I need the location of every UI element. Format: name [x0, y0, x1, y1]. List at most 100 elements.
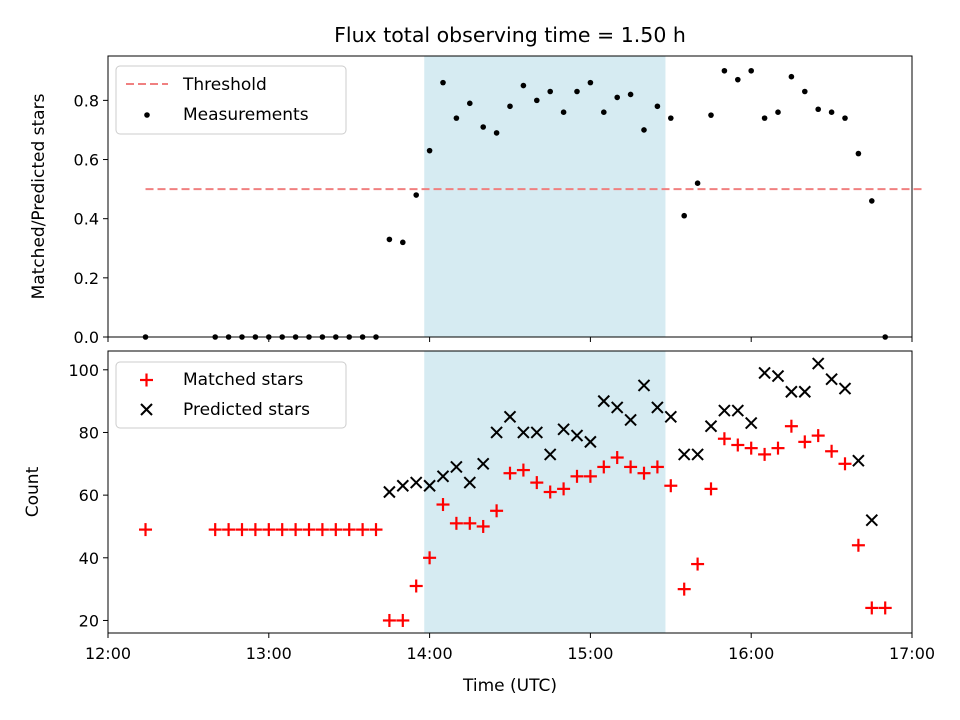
matched-star-point: [208, 523, 222, 537]
matched-star-point: [597, 460, 611, 474]
matched-star-point: [744, 441, 758, 455]
count-legend: Matched stars Predicted stars: [115, 361, 347, 429]
measurement-point: [828, 109, 835, 115]
measurement-point: [426, 147, 433, 154]
matched-star-point: [691, 557, 705, 571]
measurement-point: [587, 79, 594, 86]
ratio-legend-box: [115, 65, 347, 135]
matched-star-point: [583, 469, 597, 483]
predicted-star-point: [785, 385, 798, 398]
predicted-star-point: [852, 454, 865, 467]
matched-star-point: [289, 523, 303, 537]
measurement-point: [694, 180, 701, 186]
measurements-series: [142, 67, 888, 340]
measurement-point: [413, 192, 420, 198]
matched-star-point: [825, 444, 839, 458]
matched-star-point: [704, 482, 718, 496]
matched-star-point: [315, 523, 329, 537]
matched-star-point: [851, 538, 865, 552]
matched-star-point: [570, 469, 584, 483]
predicted-star-point: [838, 382, 852, 395]
matched-star-point: [275, 523, 289, 537]
measurement-point: [534, 97, 540, 104]
matched-star-point: [235, 523, 249, 537]
measurement-point: [547, 88, 553, 95]
matched-star-point: [139, 523, 153, 537]
predicted-star-point: [704, 419, 718, 433]
measurement-point: [560, 109, 567, 115]
predicted-star-point: [450, 460, 463, 474]
measurement-point: [815, 106, 821, 113]
x-tick-label: 12:00: [85, 644, 131, 663]
predicted-star-point: [771, 369, 785, 383]
measurement-point: [467, 100, 473, 107]
matched-star-point: [436, 498, 450, 512]
predicted-star-point: [758, 366, 771, 380]
legend-threshold-label: Threshold: [182, 75, 267, 95]
predicted-star-point: [570, 429, 584, 442]
measurement-point: [842, 115, 848, 121]
y-tick-label: 80: [79, 423, 99, 442]
measurement-point: [601, 109, 607, 115]
matched-star-point: [248, 523, 262, 537]
x-tick-label: 13:00: [246, 644, 292, 663]
matched-star-point: [865, 601, 879, 615]
matched-star-point: [530, 476, 544, 490]
measurement-point: [507, 103, 513, 110]
matched-star-point: [771, 441, 785, 455]
y-tick-label: 0.0: [74, 328, 99, 347]
predicted-star-point: [637, 379, 651, 392]
matched-star-point: [516, 463, 530, 477]
y-tick-label: 40: [79, 549, 99, 568]
y-tick-label: 0.2: [74, 269, 99, 288]
matched-stars-series: [139, 419, 892, 627]
measurement-point: [654, 103, 661, 110]
predicted-star-point: [610, 401, 624, 414]
count-panel: 20 40 60 80 100 12:00 13:00 14:00 15:00 16:00 17:…: [23, 350, 935, 696]
predicted-star-point: [677, 448, 691, 461]
matched-star-point: [758, 447, 772, 461]
predicted-star-point: [731, 404, 745, 417]
ratio-legend: Threshold Measurements: [115, 65, 347, 135]
measurement-point: [668, 115, 674, 121]
predicted-star-point: [503, 410, 517, 424]
matched-star-point: [342, 523, 356, 537]
measurement-point: [493, 130, 500, 136]
predicted-star-point: [798, 385, 812, 398]
legend-measurements-label: Measurements: [183, 105, 309, 125]
predicted-star-point: [463, 476, 477, 489]
predicted-star-point: [744, 416, 758, 430]
matched-star-point: [784, 419, 798, 433]
matched-star-point: [798, 435, 812, 449]
y-tick-label: 0.4: [74, 210, 99, 229]
predicted-star-point: [865, 513, 879, 527]
predicted-star-point: [557, 423, 570, 436]
predicted-star-point: [383, 485, 396, 499]
count-legend-box: [115, 361, 347, 429]
count-plot-frame: [107, 350, 913, 634]
matched-star-point: [396, 613, 410, 627]
matched-star-point: [838, 457, 852, 471]
legend-measurements-swatch: [144, 112, 150, 118]
measurement-point: [855, 150, 862, 157]
measurement-point: [627, 91, 634, 98]
matched-star-point: [878, 601, 892, 615]
measurement-point: [641, 127, 647, 133]
figure-title: Flux total observing time = 1.50 h: [334, 23, 686, 47]
x-tick-label: 14:00: [407, 644, 453, 663]
matched-star-point: [302, 523, 316, 537]
matched-star-point: [409, 579, 423, 593]
ratio-panel: 0.00.20.40.60.8 Matched/Predicted stars …: [29, 55, 923, 347]
measurement-point: [440, 79, 446, 86]
x-tick-label: 17:00: [889, 644, 935, 663]
ratio-plot-frame: [107, 55, 913, 338]
measurement-point: [453, 115, 460, 121]
ratio-y-axis-label: Matched/Predicted stars: [29, 93, 49, 299]
legend-matched-label: Matched stars: [183, 370, 303, 390]
matched-star-point: [543, 485, 557, 499]
predicted-star-point: [530, 426, 544, 439]
matched-star-point: [624, 460, 638, 474]
matched-star-point: [262, 523, 276, 537]
ratio-x-axis-ticks: [107, 337, 913, 342]
